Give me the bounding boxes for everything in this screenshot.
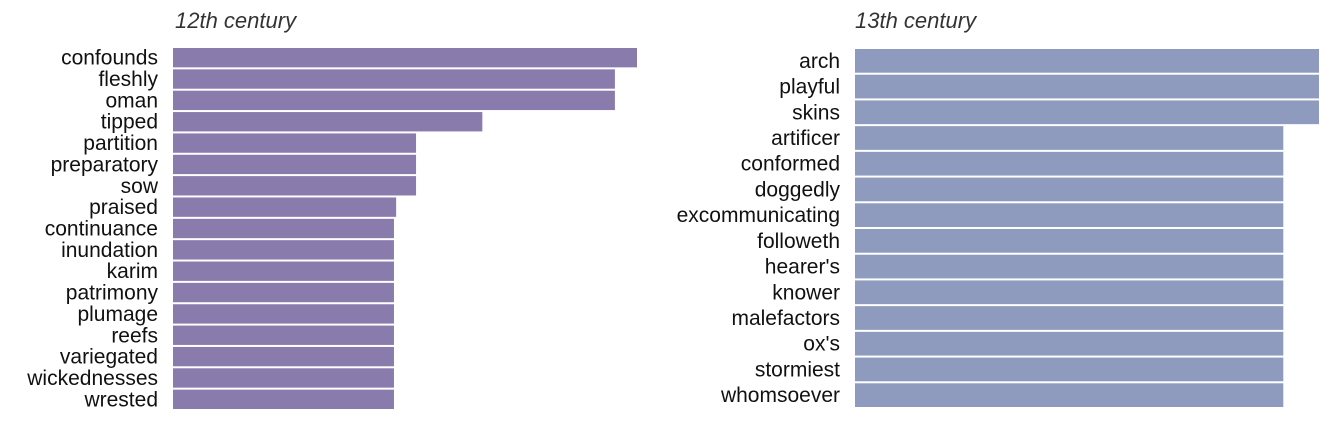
bar: [173, 176, 417, 196]
category-label: wickednesses: [26, 367, 158, 390]
category-label: knower: [772, 281, 840, 304]
panel-title: 13th century: [855, 8, 978, 33]
bar: [173, 304, 394, 324]
category-label: excommunicating: [677, 204, 840, 227]
category-label: wrested: [83, 388, 158, 411]
bar: [173, 346, 394, 367]
category-label: arch: [799, 50, 840, 73]
bar: [855, 74, 1319, 99]
bar: [855, 126, 1284, 150]
category-label: artificer: [771, 127, 840, 150]
category-label: oman: [105, 89, 158, 112]
category-label: continuance: [45, 218, 158, 241]
bar: [855, 203, 1284, 227]
bar: [855, 331, 1284, 356]
bar: [173, 368, 394, 388]
bar: [173, 48, 637, 68]
category-label: reefs: [111, 324, 158, 347]
bar: [855, 229, 1284, 253]
category-label: followeth: [757, 230, 840, 253]
bar: [173, 325, 394, 345]
bar: [855, 280, 1284, 305]
category-label: karim: [107, 260, 158, 283]
bar: [855, 254, 1284, 279]
bar: [855, 49, 1319, 73]
bar: [855, 383, 1284, 407]
category-label: plumage: [77, 303, 158, 326]
category-label: patrimony: [66, 282, 159, 305]
bar: [855, 100, 1319, 125]
category-label: variegated: [60, 346, 158, 369]
bar: [173, 133, 417, 153]
bar: [173, 240, 394, 260]
category-label: inundation: [61, 239, 158, 262]
category-label: partition: [83, 132, 158, 155]
category-label: confounds: [61, 47, 158, 70]
category-label: sow: [121, 175, 159, 198]
category-label: preparatory: [51, 153, 159, 176]
chart-panel-1: 12th centuryconfoundsfleshlyomantippedpa…: [26, 8, 637, 411]
category-label: playful: [779, 76, 840, 99]
bar: [173, 90, 615, 111]
bar: [173, 261, 394, 281]
category-label: praised: [89, 196, 158, 219]
panel-title: 12th century: [175, 8, 298, 33]
category-label: hearer's: [765, 256, 840, 279]
bar: [173, 112, 483, 132]
category-label: whomsoever: [720, 384, 840, 407]
category-label: doggedly: [755, 178, 841, 201]
bar: [855, 306, 1284, 330]
bar: [173, 389, 394, 409]
category-label: tipped: [101, 111, 158, 134]
bar: [173, 282, 394, 303]
category-label: conformed: [741, 153, 840, 176]
bar: [173, 197, 397, 217]
category-label: skins: [792, 101, 840, 124]
category-label: malefactors: [731, 307, 840, 330]
bar: [173, 218, 394, 239]
category-label: ox's: [803, 333, 840, 356]
bar: [855, 151, 1284, 176]
bar: [855, 177, 1284, 202]
bar: [173, 69, 615, 89]
category-label: stormiest: [755, 358, 840, 381]
bar: [173, 154, 417, 175]
category-label: fleshly: [98, 68, 158, 91]
bar: [855, 357, 1284, 382]
